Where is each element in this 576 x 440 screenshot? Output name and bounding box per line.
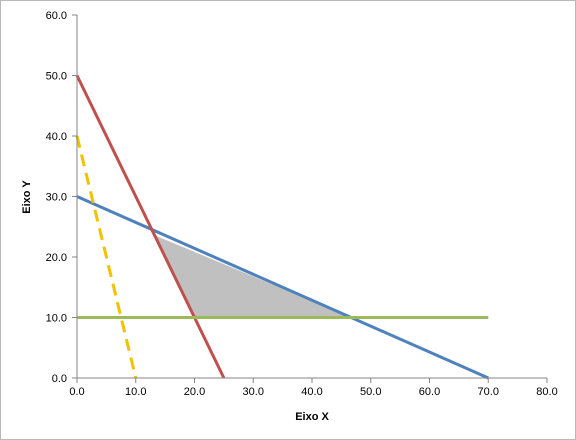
series-line-2 [75,74,226,379]
x-tick-label: 0.0 [69,386,84,398]
y-tick-label: 10.0 [46,313,67,325]
y-tick-label: 50.0 [46,71,67,83]
series-line-3 [75,135,138,379]
x-tick-label: 50.0 [360,386,381,398]
x-tick-label: 80.0 [536,386,557,398]
y-tick-label: 60.0 [46,10,67,22]
y-tick-label: 30.0 [46,192,67,204]
shaded-region [154,235,352,318]
x-tick-label: 40.0 [301,386,322,398]
x-tick-label: 70.0 [478,386,499,398]
x-tick-label: 20.0 [184,386,205,398]
y-tick-label: 20.0 [46,252,67,264]
axes-layer [72,14,548,383]
y-axis-title: Eixo Y [21,180,33,214]
shaded-region-layer [154,235,352,318]
x-tick-labels: 0.0 10.0 20.0 30.0 40.0 50.0 60.0 70.0 80.0 [69,386,557,398]
x-tick-label: 10.0 [125,386,146,398]
series-layer [75,74,489,380]
y-tick-label: 0.0 [52,373,67,385]
x-axis-title: Eixo X [295,411,329,423]
series-line-1 [76,195,489,380]
x-tick-label: 30.0 [243,386,264,398]
x-tick-label: 60.0 [419,386,440,398]
y-tick-labels: 0.0 10.0 20.0 30.0 40.0 50.0 60.0 [46,10,67,385]
y-tick-label: 40.0 [46,131,67,143]
